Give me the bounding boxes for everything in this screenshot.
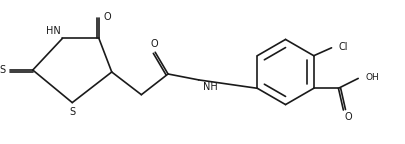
Text: O: O [104, 12, 111, 22]
Text: HN: HN [45, 26, 60, 36]
Text: Cl: Cl [338, 42, 347, 52]
Text: S: S [0, 65, 5, 75]
Text: S: S [69, 107, 75, 116]
Text: O: O [343, 112, 351, 122]
Text: O: O [150, 39, 158, 49]
Text: NH: NH [202, 82, 217, 92]
Text: OH: OH [364, 73, 378, 82]
